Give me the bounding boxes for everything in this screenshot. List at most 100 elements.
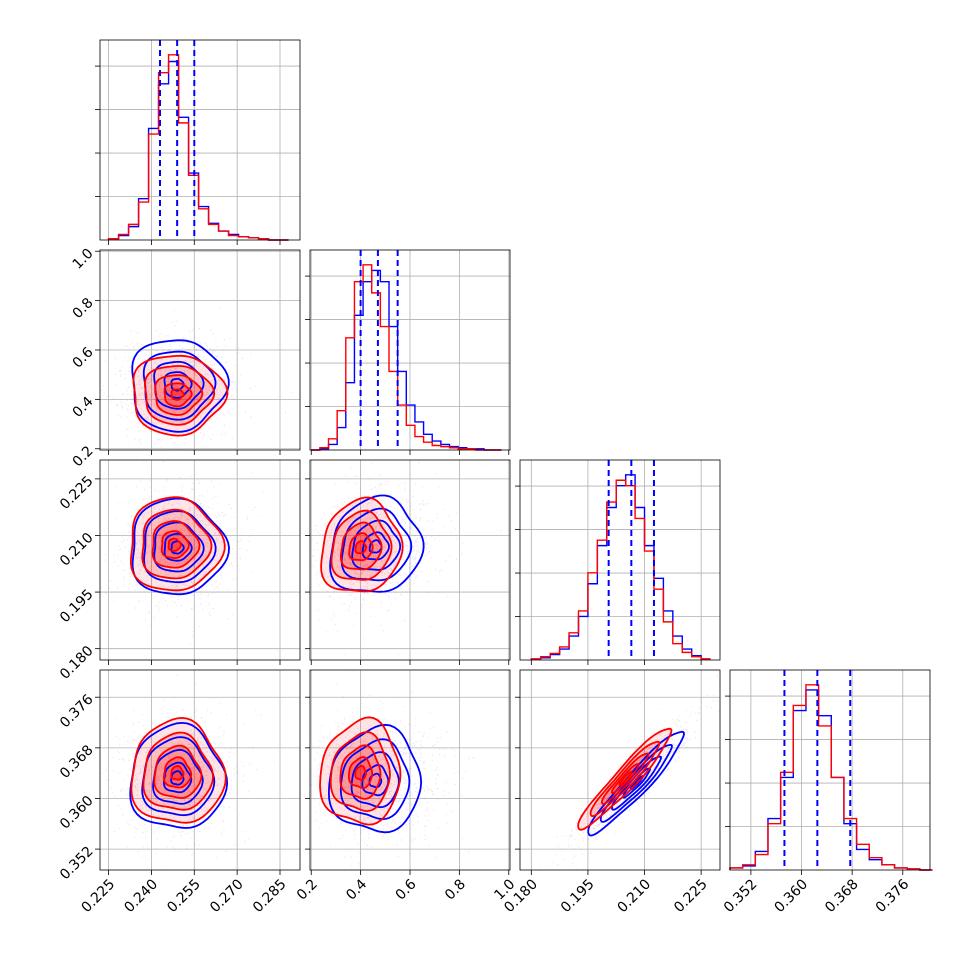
contour-red — [160, 530, 190, 559]
panel-contents — [100, 461, 264, 645]
contour-red — [143, 365, 216, 426]
panel-background — [520, 460, 720, 660]
y-tick-label: 0.376 — [57, 692, 97, 732]
y-tick-label: 0.352 — [57, 843, 97, 883]
contour-red — [154, 374, 204, 416]
contour-red — [132, 354, 229, 437]
contour-red — [130, 716, 227, 824]
contour-red — [151, 520, 201, 569]
scatter-panel-1-0 — [95, 249, 301, 455]
density-fill-red — [133, 355, 228, 436]
x-tick-label: 0.210 — [615, 876, 655, 916]
contour-red — [339, 521, 383, 571]
x-tick-label: 0.225 — [671, 876, 711, 916]
x-tick-label: 0.240 — [121, 876, 161, 916]
y-tick-label: 0.8 — [70, 295, 97, 322]
contour-blue — [340, 507, 413, 582]
scatter-panel-3-2 — [515, 669, 721, 875]
x-tick-label: 0.8 — [442, 876, 469, 903]
density-fill-red — [331, 510, 392, 580]
histogram-panel-2 — [515, 459, 721, 665]
scatter-points-red — [100, 279, 265, 450]
contour-blue — [587, 730, 685, 837]
panel-frame — [99, 459, 301, 661]
density-fill-red — [164, 383, 192, 407]
contour-red — [339, 744, 382, 800]
contour-blue — [368, 539, 383, 554]
contour-red — [618, 770, 633, 786]
y-tick-label: 0.6 — [70, 344, 97, 371]
histogram-panel-1 — [305, 249, 511, 455]
contour-red — [170, 388, 185, 401]
contour-red — [142, 731, 214, 811]
contour-red — [354, 764, 367, 781]
scatter-points-blue — [105, 696, 262, 859]
scatter-points-blue — [103, 310, 292, 450]
x-tick-label: 0.4 — [343, 876, 370, 903]
scatter-panel-2-1 — [305, 459, 511, 665]
contour-red — [170, 764, 185, 781]
contour-red — [348, 532, 374, 562]
histogram-red — [530, 479, 711, 660]
contour-red — [141, 508, 213, 580]
contour-red — [589, 740, 661, 818]
panel-contents — [310, 671, 474, 867]
panel-frame — [99, 39, 301, 241]
contour-red — [163, 382, 193, 408]
contour-red — [354, 540, 368, 555]
x-tick-label: 0.352 — [721, 876, 761, 916]
density-fill-red — [618, 770, 633, 786]
panel-frame — [519, 669, 721, 871]
contour-blue — [143, 510, 217, 584]
y-tick-label: 0.4 — [70, 394, 97, 421]
histogram-red — [729, 684, 933, 871]
x-tick-label: 0.6 — [393, 876, 420, 903]
panel-frame — [519, 459, 721, 661]
contour-red — [330, 509, 393, 581]
x-tick-label: 0.360 — [772, 876, 812, 916]
contour-blue — [153, 521, 205, 573]
y-tick-label: 0.180 — [57, 643, 97, 683]
x-tick-label: 0.255 — [164, 876, 204, 916]
panel-contents — [540, 674, 720, 870]
density-fill-red — [142, 509, 212, 579]
panel-contents — [100, 279, 292, 450]
contour-blue — [361, 764, 390, 797]
contour-blue — [327, 723, 423, 834]
y-tick-label: 1.0 — [70, 246, 97, 273]
y-tick-label: 0.195 — [57, 586, 97, 626]
panel-contents — [310, 462, 502, 655]
contour-red — [348, 756, 373, 790]
y-tick-label: 0.225 — [57, 473, 97, 513]
panel-frame — [99, 669, 301, 871]
contour-red — [167, 537, 182, 552]
y-tick-label: 0.360 — [57, 793, 97, 833]
x-tick-label: 0.368 — [822, 876, 862, 916]
x-tick-label: 0.285 — [250, 876, 290, 916]
density-fill-red — [130, 497, 225, 591]
x-tick-label: 0.225 — [79, 876, 119, 916]
contour-red — [129, 496, 226, 592]
y-tick-label: 0.210 — [57, 530, 97, 570]
contour-blue — [361, 531, 390, 561]
x-tick-label: 0.270 — [207, 876, 247, 916]
y-tick-label: 0.368 — [57, 742, 97, 782]
contour-red — [320, 496, 404, 593]
panel-background — [730, 670, 930, 870]
scatter-panel-2-0 — [95, 459, 301, 665]
density-fill-red — [348, 757, 373, 789]
contour-blue — [351, 519, 402, 571]
contour-blue — [131, 497, 230, 596]
contour-red — [153, 744, 203, 799]
x-tick-label: 0.2 — [294, 876, 321, 903]
contour-red — [611, 763, 640, 794]
panel-background — [100, 40, 300, 240]
panel-frame — [729, 669, 931, 871]
scatter-panel-3-1 — [305, 669, 511, 875]
contour-blue — [350, 751, 400, 809]
scatter-points-blue — [310, 695, 474, 867]
x-tick-label: 0.376 — [873, 876, 913, 916]
scatter-panel-3-0 — [95, 669, 301, 875]
histogram-blue — [311, 269, 502, 451]
contour-red — [601, 752, 650, 805]
